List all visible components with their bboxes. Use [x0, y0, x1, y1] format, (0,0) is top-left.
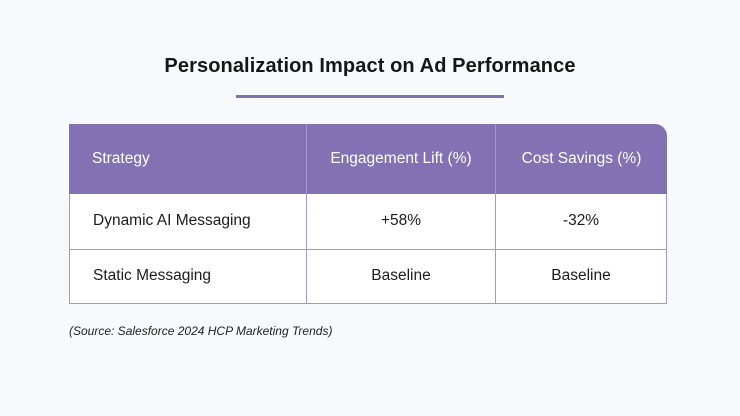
- cell-strategy: Dynamic AI Messaging: [69, 194, 307, 250]
- cell-cost-savings: -32%: [496, 194, 667, 250]
- table-header-row: Strategy Engagement Lift (%) Cost Saving…: [69, 124, 667, 194]
- table-row: Dynamic AI Messaging +58% -32%: [69, 194, 667, 250]
- cell-cost-savings: Baseline: [496, 249, 667, 304]
- column-header-strategy: Strategy: [69, 124, 307, 194]
- impact-table: Strategy Engagement Lift (%) Cost Saving…: [69, 124, 667, 304]
- cell-engagement-lift: +58%: [307, 194, 496, 250]
- column-header-engagement-lift: Engagement Lift (%): [307, 124, 496, 194]
- table-row: Static Messaging Baseline Baseline: [69, 249, 667, 304]
- source-note: (Source: Salesforce 2024 HCP Marketing T…: [69, 324, 333, 338]
- cell-strategy: Static Messaging: [69, 249, 307, 304]
- title-underline: [236, 95, 504, 98]
- page-title: Personalization Impact on Ad Performance: [164, 55, 576, 77]
- cell-engagement-lift: Baseline: [307, 249, 496, 304]
- column-header-cost-savings: Cost Savings (%): [496, 124, 667, 194]
